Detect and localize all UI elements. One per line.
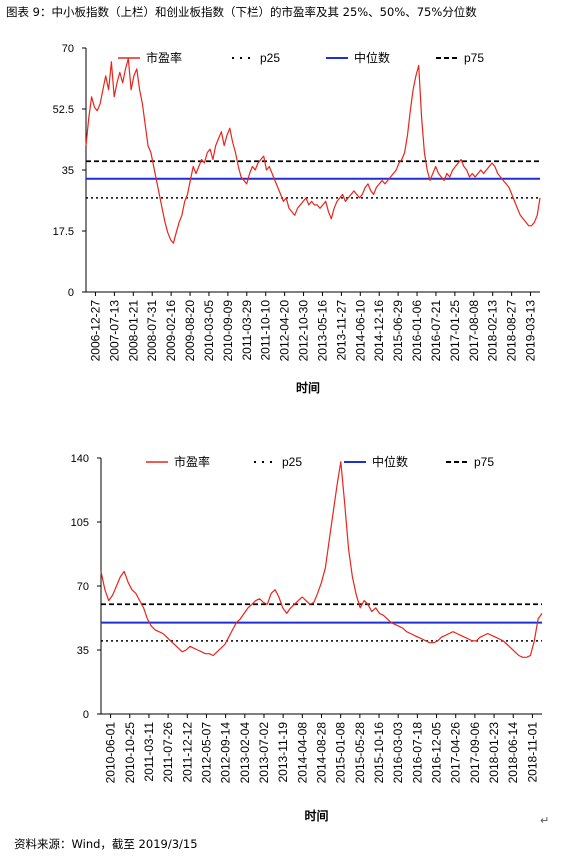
x-tick-label: 2017-01-25	[448, 300, 462, 362]
x-tick-label: 2011-03-29	[240, 300, 254, 361]
legend-label-p25: p25	[260, 51, 280, 65]
x-tick-label: 2017-09-06	[468, 722, 482, 784]
x-axis-label: 时间	[296, 380, 320, 395]
y-tick-label: 105	[71, 517, 89, 529]
figure-caption: 图表 9：中小板指数（上栏）和创业板指数（下栏）的市盈率及其 25%、50%、7…	[6, 5, 477, 19]
legend-label-p25: p25	[282, 455, 302, 469]
source-note: 资料来源：Wind，截至 2019/3/15	[14, 837, 198, 851]
x-tick-label: 2012-09-14	[219, 722, 233, 784]
x-tick-label: 2013-02-04	[238, 722, 252, 784]
x-tick-label: 2017-04-26	[449, 722, 463, 784]
x-tick-label: 2009-02-16	[164, 300, 178, 362]
y-tick-label: 17.5	[53, 226, 74, 238]
x-tick-label: 2016-07-21	[429, 300, 443, 362]
x-tick-label: 2013-05-16	[315, 300, 329, 362]
x-tick-label: 2019-03-13	[524, 300, 538, 362]
x-tick-label: 2014-08-28	[315, 722, 329, 784]
x-tick-label: 2013-11-19	[276, 722, 290, 783]
x-tick-label: 2011-03-11	[142, 722, 156, 782]
legend-label-p75: p75	[474, 455, 494, 469]
pe-chart-sme: 0 17.5 35 52.5 70 2006-12-27 2007-07-13 2008-01…	[53, 43, 541, 395]
legend-label-median: 中位数	[372, 454, 408, 469]
x-tick-label: 2015-05-28	[353, 722, 367, 784]
x-tick-label: 2014-04-08	[295, 722, 309, 784]
x-tick-label: 2016-01-06	[410, 300, 424, 362]
pe-series-line	[85, 57, 541, 244]
x-tick-label: 2009-08-20	[183, 300, 197, 362]
x-tick-label: 2016-12-05	[430, 722, 444, 784]
legend-label-median: 中位数	[354, 50, 390, 65]
x-tick-label: 2016-03-03	[391, 722, 405, 784]
y-tick-label: 35	[77, 645, 89, 657]
x-tick-label: 2008-07-31	[145, 300, 159, 362]
x-tick-label: 2012-04-20	[278, 300, 292, 362]
y-tick-label: 52.5	[53, 104, 74, 116]
legend-label-pe: 市盈率	[174, 454, 210, 469]
x-tick-label: 2013-07-02	[257, 722, 271, 784]
x-tick-label: 2012-05-07	[199, 722, 213, 784]
pe-chart-chinext: 0 35 70 105 140 2010-06-01 2010-10-25 2011-03-1…	[71, 453, 543, 823]
legend-label-p75: p75	[464, 51, 484, 65]
x-tick-label: 2018-02-13	[486, 300, 500, 362]
x-tick-label: 2018-11-01	[525, 722, 539, 783]
y-tick-label: 140	[71, 453, 89, 465]
x-tick-label: 2015-10-16	[372, 722, 386, 784]
y-tick-label: 0	[83, 709, 89, 721]
x-tick-label: 2018-08-27	[505, 300, 519, 362]
x-tick-label: 2014-12-16	[372, 300, 386, 362]
pe-series-line	[100, 461, 543, 658]
chart-legend: 市盈率 p25 中位数 p75	[118, 50, 484, 65]
x-tick-label: 2006-12-27	[88, 300, 102, 362]
y-tick-label: 70	[62, 43, 74, 55]
x-tick-label: 2011-10-10	[259, 300, 273, 361]
x-tick-label: 2016-07-18	[410, 722, 424, 784]
x-axis-label: 时间	[304, 808, 328, 823]
x-tick-label: 2011-12-12	[180, 722, 194, 783]
legend-label-pe: 市盈率	[146, 50, 182, 65]
x-tick-label: 2010-03-05	[202, 300, 216, 362]
x-tick-label: 2013-11-27	[334, 300, 348, 361]
x-tick-label: 2008-01-21	[126, 300, 140, 362]
x-tick-label: 2015-06-29	[391, 300, 405, 362]
y-tick-label: 0	[68, 287, 74, 299]
x-tick-label: 2010-09-09	[221, 300, 235, 362]
x-tick-label: 2010-10-25	[123, 722, 137, 784]
x-tick-label: 2007-07-13	[107, 300, 121, 362]
x-tick-label: 2011-07-26	[161, 722, 175, 783]
x-tick-label: 2012-10-30	[297, 300, 311, 362]
x-tick-label: 2018-01-23	[487, 722, 501, 784]
return-mark-2: ↵	[540, 814, 550, 827]
x-tick-label: 2017-08-08	[467, 300, 481, 362]
x-tick-label: 2015-01-08	[334, 722, 348, 784]
y-tick-label: 70	[77, 581, 89, 593]
chart-legend: 市盈率 p25 中位数 p75	[146, 454, 494, 469]
y-tick-label: 35	[62, 165, 74, 177]
x-tick-label: 2018-06-14	[506, 722, 520, 784]
x-tick-label: 2014-06-10	[353, 300, 367, 362]
x-tick-label: 2010-06-01	[104, 722, 118, 784]
